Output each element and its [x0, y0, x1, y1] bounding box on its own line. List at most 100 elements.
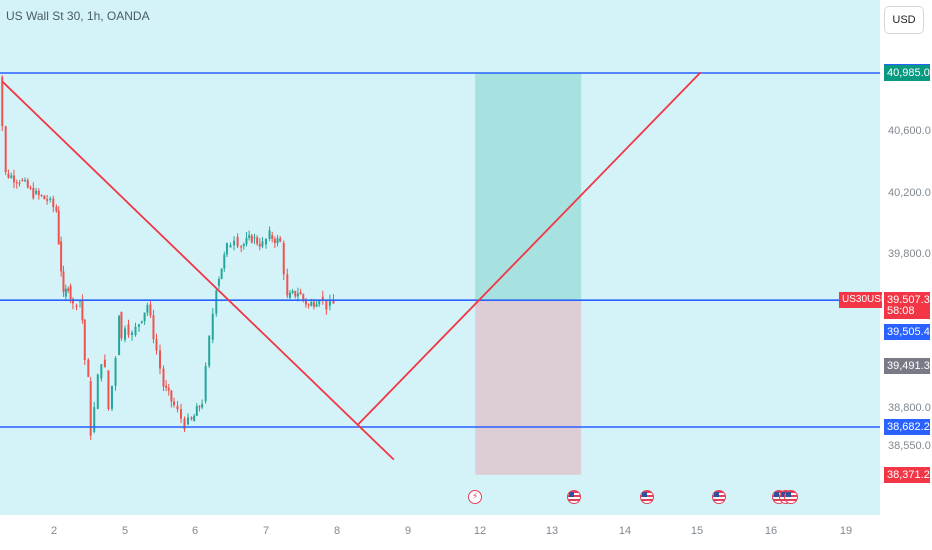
candle-body: [71, 298, 74, 304]
lightning-icon[interactable]: ⚡: [468, 490, 483, 504]
price-tag: 40,985.0: [884, 65, 930, 81]
candle-body: [131, 332, 133, 336]
candle-body: [32, 187, 35, 199]
time-axis[interactable]: [0, 515, 932, 550]
candle-body: [195, 406, 198, 416]
candle-body: [159, 350, 161, 369]
candle-body: [240, 246, 243, 248]
candle-body: [152, 315, 155, 340]
currency-button[interactable]: USD: [884, 6, 924, 34]
candle-body: [299, 292, 302, 295]
time-tick-label: 2: [50, 525, 58, 537]
candle-body: [193, 415, 196, 422]
candle-body: [52, 198, 55, 208]
candle-body: [124, 328, 126, 340]
time-tick-label: 13: [545, 525, 559, 537]
candle-body: [10, 175, 13, 178]
time-tick-label: 9: [404, 525, 412, 537]
candle-body: [250, 235, 253, 243]
candle-body: [304, 299, 307, 305]
candle-body: [118, 315, 121, 356]
time-tick-label: 6: [191, 525, 199, 537]
candle-body: [81, 299, 84, 321]
candle-body: [46, 199, 49, 201]
candle-body: [328, 299, 331, 306]
candle-body: [149, 304, 152, 316]
profit-zone: [475, 73, 582, 301]
candle-body: [155, 339, 158, 351]
candle-body: [12, 175, 15, 183]
candle-body: [103, 359, 106, 367]
price-tick-label: 38,550.0: [888, 440, 931, 453]
candle-body: [138, 324, 140, 327]
candle-body: [253, 237, 256, 239]
time-tick-label: 5: [121, 525, 129, 537]
price-tick-label: 40,600.0: [888, 125, 931, 138]
candle-body: [40, 195, 43, 197]
candle-body: [15, 182, 18, 184]
candle-body: [35, 190, 38, 194]
candle-body: [233, 240, 236, 246]
candle-body: [87, 359, 90, 377]
us-flag-icon[interactable]: [784, 490, 798, 504]
candle-body: [291, 290, 294, 293]
candle-body: [236, 236, 239, 247]
candle-body: [271, 235, 274, 239]
horizontal-levels[interactable]: [0, 72, 880, 428]
candle-body: [225, 243, 228, 255]
candle-body: [282, 242, 285, 275]
candle-body: [57, 210, 60, 245]
position-zones[interactable]: [475, 73, 582, 475]
candle-body: [96, 374, 99, 409]
us-flag-icon[interactable]: [566, 490, 581, 504]
candle-body: [120, 312, 123, 339]
candle-body: [62, 271, 65, 292]
candle-body: [296, 293, 299, 297]
candle-body: [325, 299, 328, 310]
candle-body: [220, 268, 223, 279]
price-tag: 39,491.3: [884, 357, 930, 374]
candle-body: [217, 278, 220, 286]
us-flag-icon[interactable]: [639, 490, 654, 504]
price-tag: 39,505.4: [884, 324, 930, 341]
candle-body: [170, 390, 173, 402]
time-tick-label: 7: [262, 525, 270, 537]
candle-body: [4, 126, 7, 172]
candle-body: [211, 313, 214, 340]
candle-body: [37, 190, 40, 196]
candle-body: [265, 238, 267, 245]
candle-body: [180, 409, 182, 419]
candle-body: [273, 238, 276, 244]
candle-body: [127, 324, 130, 336]
time-tick-label: 8: [333, 525, 341, 537]
price-tick-label: 38,800.0: [888, 401, 931, 414]
candle-body: [64, 288, 67, 297]
candle-body: [248, 235, 251, 238]
candle-body: [26, 180, 29, 188]
candle-body: [43, 195, 46, 200]
candle-body: [315, 304, 318, 307]
candle-body: [167, 387, 170, 391]
candle-body: [83, 319, 86, 361]
candle-body: [208, 336, 211, 367]
candle-body: [183, 418, 186, 430]
time-tick-label: 14: [618, 525, 632, 537]
us-flag-icon[interactable]: [712, 490, 727, 504]
trend-lines[interactable]: [1, 71, 702, 461]
time-tick-label: 19: [839, 525, 853, 537]
candle-body: [162, 368, 165, 387]
candle-body: [1, 76, 4, 127]
loss-zone: [475, 300, 582, 475]
candle-body: [204, 366, 207, 402]
candle-body: [18, 182, 21, 184]
candle-body: [21, 179, 24, 181]
candle-body: [245, 237, 248, 245]
candle-body: [302, 294, 305, 300]
candle-body: [146, 305, 149, 313]
candles: [1, 75, 335, 440]
candle-body: [55, 207, 58, 212]
candle-body: [107, 370, 110, 409]
candle-body: [294, 290, 297, 297]
